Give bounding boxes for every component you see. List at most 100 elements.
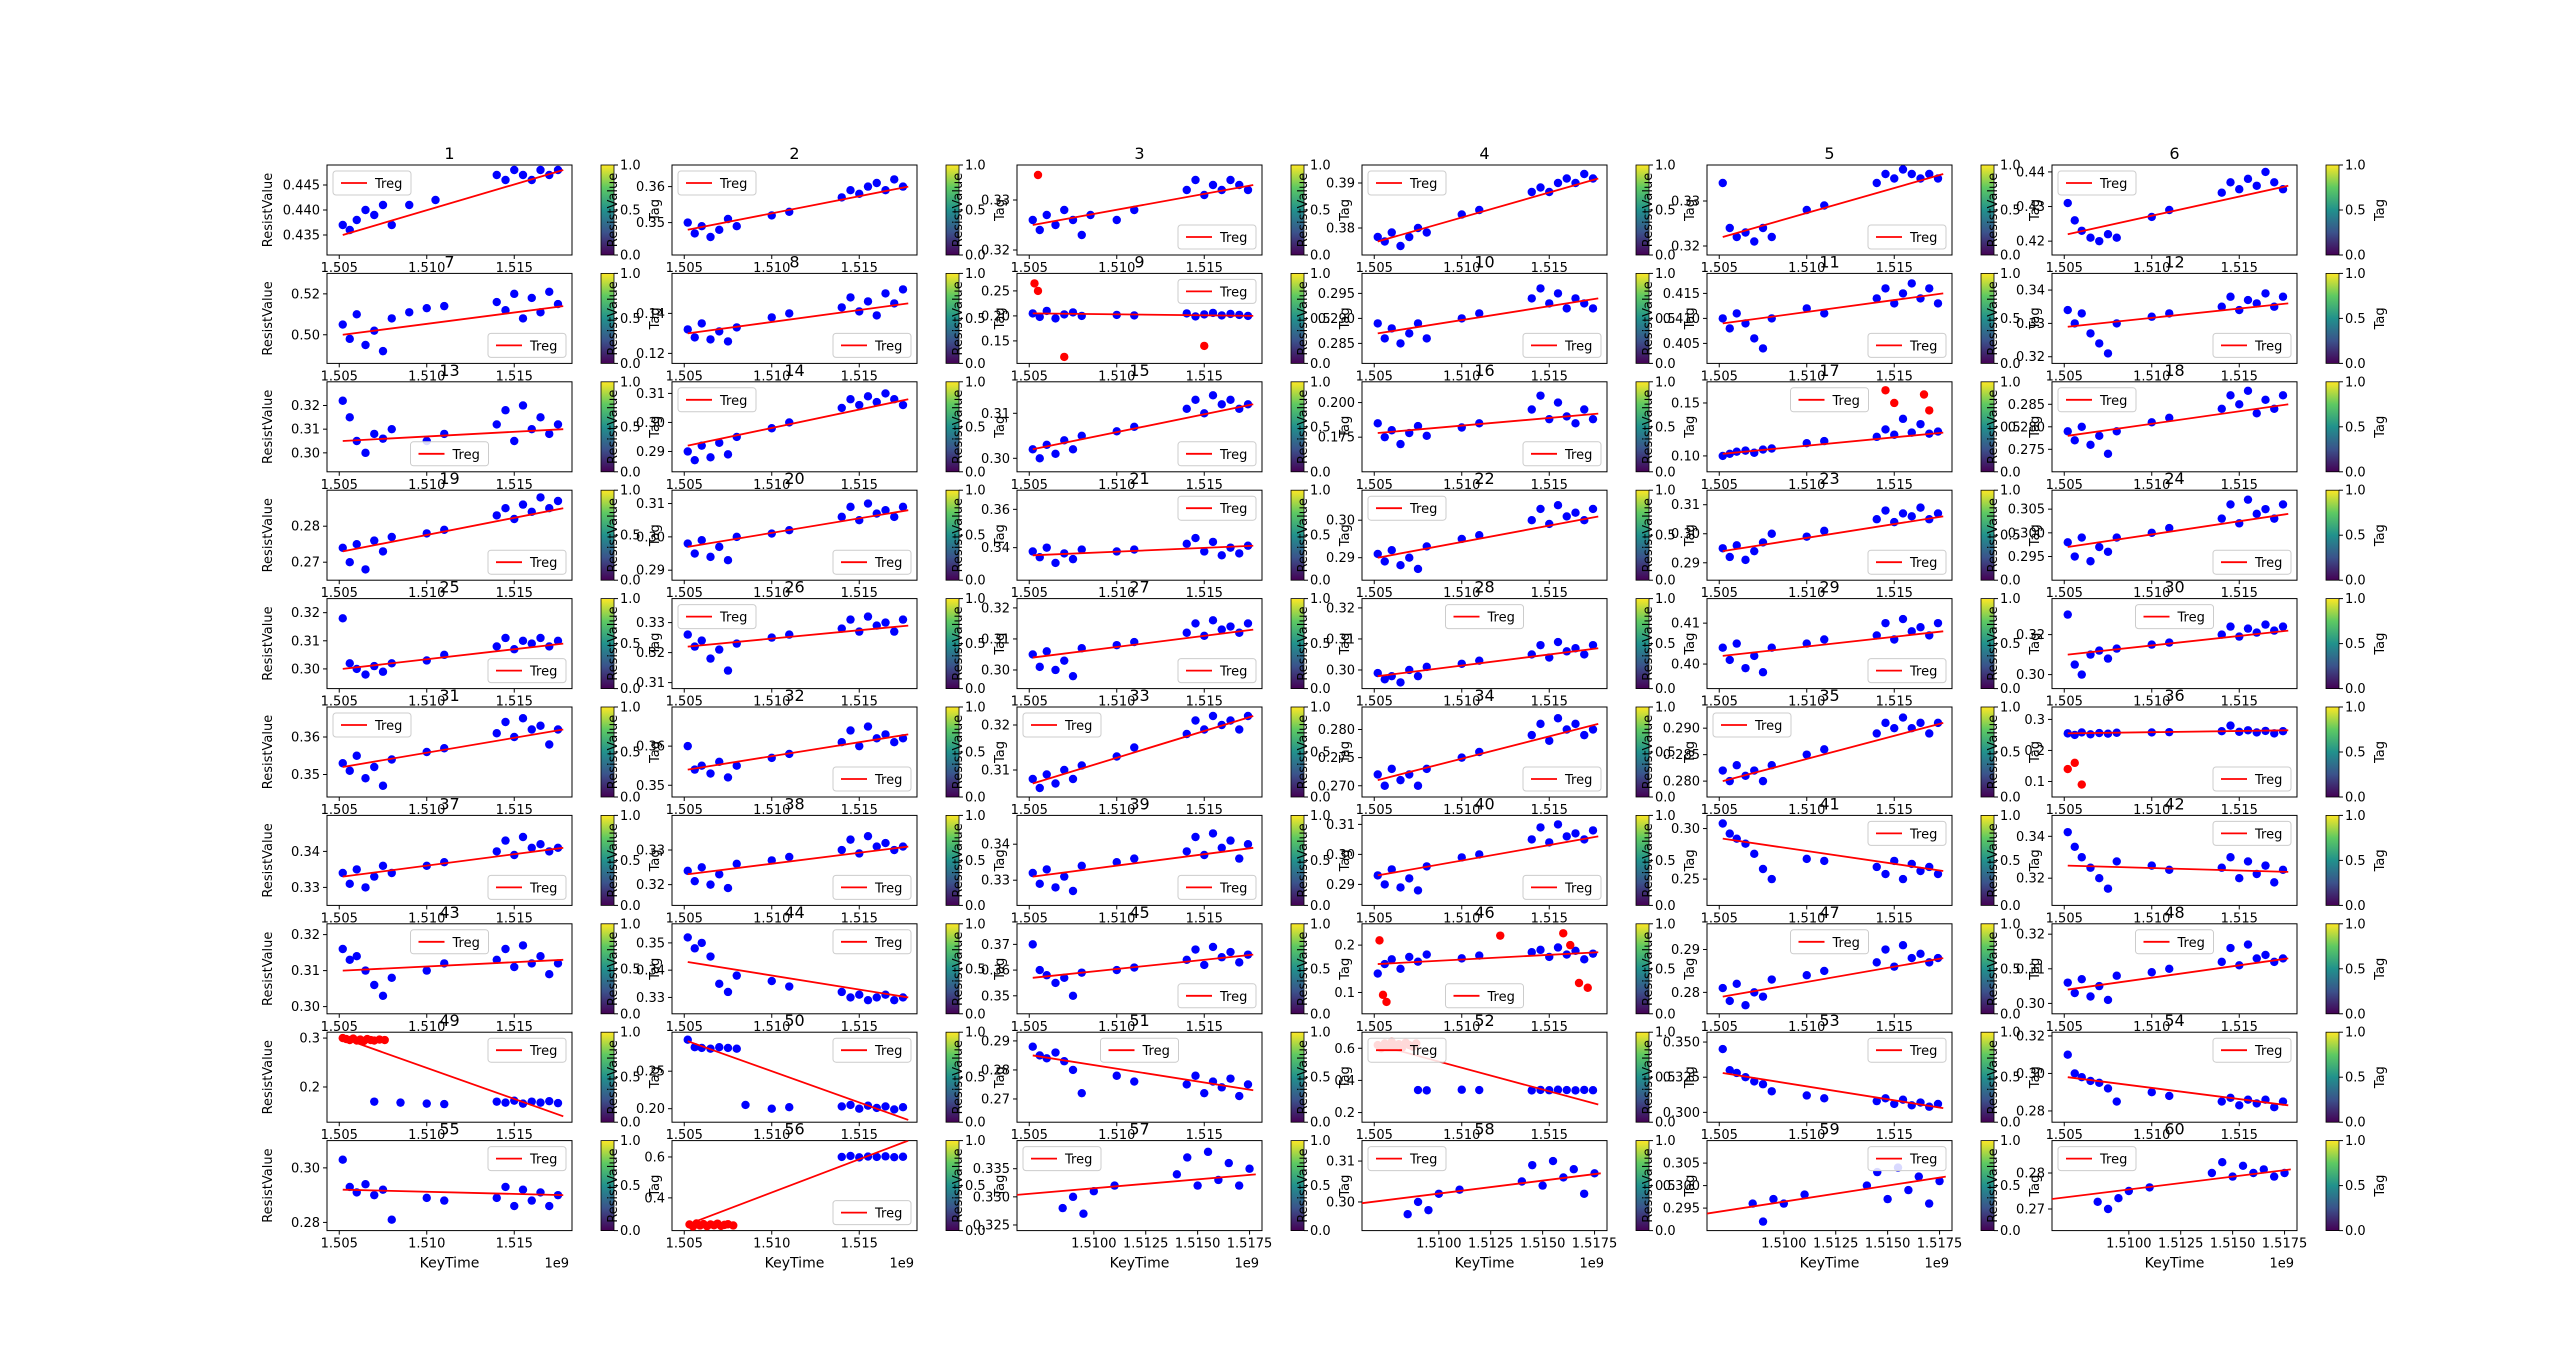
colorbar-tick-label: 0.0 [1310,791,1331,806]
x-tick-label: 1.515 [841,586,878,601]
colorbar-label: Tag [993,1066,1008,1089]
data-point [545,287,554,297]
trend-line [1722,292,1944,325]
legend-box [2212,332,2292,358]
trend-line [2067,629,2289,656]
data-point [1916,866,1925,876]
trend-line [342,507,564,553]
y-tick-label: 0.35 [291,768,320,783]
y-tick-label: 0.6 [1334,1042,1355,1057]
colorbar-label: Tag [2028,849,2043,872]
panel-title: 51 [1129,1011,1149,1030]
colorbar-tick-label: 0.0 [1655,249,1676,264]
colorbar [2325,164,2340,256]
data-point [683,866,692,875]
data-point [2103,349,2113,358]
data-point [352,952,361,961]
panel-title: 56 [784,1120,804,1139]
colorbar-tick-label: 0.0 [2345,465,2366,480]
plot-area [1707,1163,1946,1226]
data-point [501,504,510,513]
plot-area [683,831,909,893]
x-tick-label: 1.515 [2221,1128,2258,1143]
x-tick-label: 1.515 [841,1128,878,1143]
legend: Treg [1712,712,1792,738]
data-point [1820,966,1829,976]
x-tick-label: 1.505 [1011,803,1048,818]
x-tick-label: 1.505 [666,1128,703,1143]
panel-title: 23 [1819,469,1839,488]
data-point [2226,500,2235,509]
data-point [846,293,855,302]
data-point [690,229,699,238]
y-tick-label: 0.30 [981,663,1010,678]
x-tick-label: 1.515 [1186,911,1223,926]
data-point [2063,610,2072,619]
plot-area [1028,1042,1254,1101]
legend-label: Treg [2254,773,2282,788]
legend-label: Treg [1064,1153,1092,1168]
data-point [1741,1001,1750,1010]
data-point [697,319,706,328]
y-tick-label: 0.28 [291,520,320,535]
data-point [545,429,554,439]
plot-area [1718,614,1944,677]
data-point [1079,1209,1088,1218]
data-point [1235,854,1244,863]
trend-line [2067,302,2289,328]
legend-label: Treg [874,1207,902,1222]
data-point [1881,425,1890,434]
data-point [2095,1078,2104,1088]
y-tick-label: 0.440 [283,204,320,219]
legend-box [2212,820,2292,846]
plot-area [685,1140,909,1231]
data-point [1243,619,1253,628]
data-point [431,195,440,205]
x-tick-label: 1.505 [1701,261,1738,276]
y-tick-label: 0.28 [2016,1167,2045,1182]
data-point [2086,440,2095,449]
axes-frame [1016,1140,1263,1232]
data-point [1035,662,1044,672]
data-point [1881,169,1890,179]
axes-frame [1361,381,1608,473]
colorbar-tick-label: 1.0 [1655,267,1676,282]
data-point [1741,446,1750,455]
data-point [1802,971,1811,980]
axes-frame [1361,598,1608,690]
x-tick-label: 1.515 [496,478,533,493]
colorbar-label: Tag [1683,633,1698,656]
colorbar [2325,1140,2340,1231]
data-point [1028,940,1037,949]
legend-box [1177,224,1257,250]
colorbar-tick-label: 0.5 [2000,1179,2021,1194]
y-axis-label: ResistValue [1986,1040,2001,1114]
y-axis-label: ResistValue [1986,932,2001,1006]
axes-frame [326,598,573,690]
data-point [1182,628,1191,637]
y-tick-label: 0.32 [2016,928,2045,943]
legend-label: Treg [1832,936,1860,951]
outlier-point [1378,990,1388,1000]
data-point [1028,774,1037,784]
x-tick-label: 1.505 [321,478,358,493]
data-point [2217,1097,2226,1106]
data-point [545,740,554,749]
panel: 560.40.61.505 1.510 1.515ResistValueKeyTim… [606,1120,1008,1272]
x-tick-label: 1.5175 [2262,1237,2308,1252]
legend: Treg [1867,332,1947,358]
data-point [1767,232,1776,242]
panel-title: 10 [1474,252,1494,271]
legend-label: Treg [1219,285,1247,300]
legend-box [1867,549,1947,575]
data-point [345,766,354,775]
colorbar-tick-label: 0.5 [1310,1179,1331,1194]
y-tick-label: 0.15 [1671,396,1700,411]
data-point [2243,940,2253,949]
data-point [1580,1085,1589,1095]
data-point [1130,205,1139,215]
colorbar-tick-label: 0.5 [1655,1071,1676,1086]
data-point [1588,826,1598,835]
legend: Treg [1177,983,1257,1009]
